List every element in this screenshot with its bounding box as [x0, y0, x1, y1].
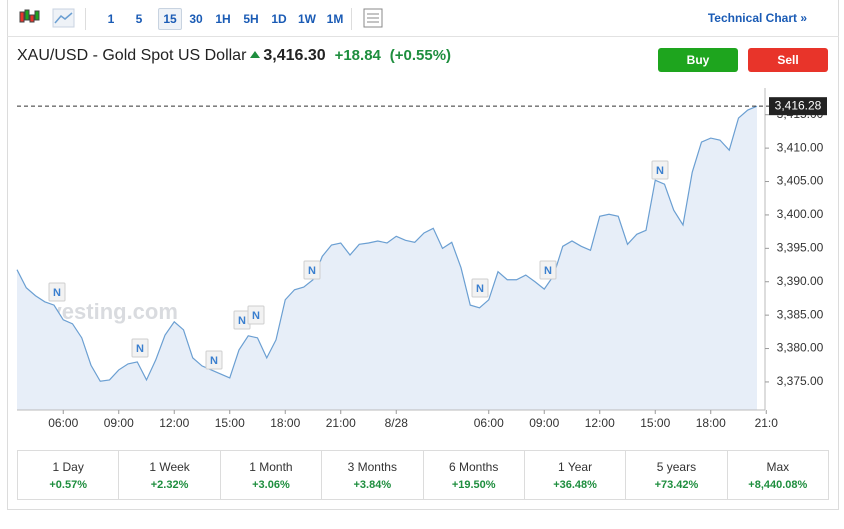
period-label: 1 Week [149, 460, 190, 474]
widget-frame [7, 0, 839, 510]
price-change-percent: (+0.55%) [389, 47, 452, 64]
performance-cell[interactable]: 1 Month +3.06% [219, 451, 321, 499]
price-line [16, 105, 758, 382]
news-marker-label: N [136, 343, 144, 355]
performance-cell[interactable]: 1 Week +2.32% [118, 451, 219, 499]
news-marker [205, 350, 223, 370]
news-marker [48, 282, 66, 302]
period-change: +2.32% [150, 479, 189, 491]
news-marker-label: N [476, 283, 484, 295]
period-label: 1 Year [558, 460, 593, 474]
period-change: +0.57% [49, 479, 87, 491]
last-price: 3,416.30 [263, 47, 326, 64]
x-tick-label: 06:00 [48, 416, 78, 430]
period-label: 5 years [656, 460, 697, 474]
candlestick-icon[interactable] [15, 0, 45, 37]
y-tick-label: 3,390.00 [777, 274, 824, 288]
x-tick-label: 18:00 [270, 416, 300, 430]
sell-button[interactable]: Sell [748, 48, 828, 72]
separator [85, 8, 86, 30]
area-chart-icon[interactable] [51, 0, 77, 37]
area [17, 106, 757, 411]
period-label: 1 Day [52, 460, 84, 474]
interval-button[interactable]: 5 [135, 12, 143, 26]
performance-table: 1 Day +0.57% 1 Week +2.32% 1 Month +3.06% 3 Mo… [17, 450, 829, 500]
x-tick-label: 06:00 [474, 416, 504, 430]
interval-button[interactable]: 1 [107, 12, 115, 26]
news-marker [651, 160, 669, 180]
news-marker-label: N [656, 165, 664, 177]
interval-button[interactable]: 15 [158, 8, 182, 30]
interval-button[interactable]: 5H [243, 12, 259, 26]
x-tick-label: 09:00 [104, 416, 134, 430]
instrument-header: XAU/USD - Gold Spot US Dollar 3,416.30 +1… [17, 47, 451, 65]
performance-cell[interactable]: 1 Year +36.48% [523, 451, 625, 499]
separator [351, 8, 352, 30]
performance-cell[interactable]: 1 Day +0.57% [18, 451, 118, 499]
x-tick-label: 15:00 [640, 416, 670, 430]
y-tick-label: 3,385.00 [777, 307, 824, 321]
y-tick-label: 3,405.00 [777, 174, 824, 188]
interval-button[interactable]: 1D [271, 12, 287, 26]
period-label: 1 Month [249, 460, 293, 474]
news-marker [131, 338, 149, 358]
x-tick-label: 15:00 [215, 416, 245, 430]
indicators-icon[interactable] [361, 0, 387, 37]
performance-cell[interactable]: Max +8,440.08% [726, 451, 828, 499]
x-tick-label: 21:00 [326, 416, 356, 430]
x-tick-label: 12:00 [585, 416, 615, 430]
performance-cell[interactable]: 6 Months +19.50% [422, 451, 524, 499]
news-marker-label: N [544, 265, 552, 277]
y-tick-label: 3,400.00 [777, 207, 824, 221]
period-change: +36.48% [553, 479, 597, 491]
period-change: +3.06% [252, 479, 290, 491]
last-price-box [769, 97, 827, 116]
news-marker-label: N [53, 287, 61, 299]
x-tick-label: 8/28 [385, 416, 409, 430]
y-tick-label: 3,380.00 [777, 341, 824, 355]
last-price-label: 3,416.28 [775, 98, 822, 112]
y-tick-label: 3,395.00 [777, 241, 824, 255]
x-tick-label: 18:00 [696, 416, 726, 430]
news-marker-label: N [308, 265, 316, 277]
interval-button[interactable]: 1W [298, 12, 316, 26]
news-marker [471, 278, 489, 298]
period-label: 3 Months [347, 460, 397, 474]
news-marker [303, 260, 321, 280]
x-tick-label: 12:00 [159, 416, 189, 430]
news-marker-label: N [238, 315, 246, 327]
period-change: +73.42% [654, 479, 699, 491]
interval-button[interactable]: 1M [326, 12, 344, 26]
buy-button[interactable]: Buy [658, 48, 738, 72]
toolbar: Technical Chart » 1 5 15 30 1H 5H 1D 1W 1M [7, 0, 839, 37]
period-change: +3.84% [353, 479, 392, 491]
performance-cell[interactable]: 3 Months +3.84% [321, 451, 422, 499]
period-change: +8,440.08% [748, 479, 808, 491]
x-tick-label: 21:0 [755, 416, 779, 430]
news-marker [247, 305, 265, 325]
interval-button[interactable]: 1H [215, 12, 231, 26]
up-arrow [250, 51, 261, 58]
news-marker [539, 260, 557, 280]
performance-cell[interactable]: 5 years +73.42% [625, 451, 726, 499]
period-change: +19.50% [451, 479, 496, 491]
chart: Investing.com3,375.003,380.003,385.003,3… [16, 88, 827, 430]
interval-button[interactable]: 30 [189, 12, 203, 26]
news-marker-label: N [210, 355, 218, 367]
y-tick-label: 3,410.00 [777, 140, 824, 154]
y-tick-label: 3,375.00 [777, 374, 824, 388]
period-label: 6 Months [449, 460, 499, 474]
x-tick-label: 09:00 [529, 416, 559, 430]
price-change: +18.84 [334, 47, 381, 64]
period-label: Max [766, 460, 790, 474]
technical-chart-link[interactable]: Technical Chart » [707, 11, 807, 25]
instrument-name: XAU/USD - Gold Spot US Dollar [17, 47, 247, 64]
news-marker-label: N [252, 310, 260, 322]
